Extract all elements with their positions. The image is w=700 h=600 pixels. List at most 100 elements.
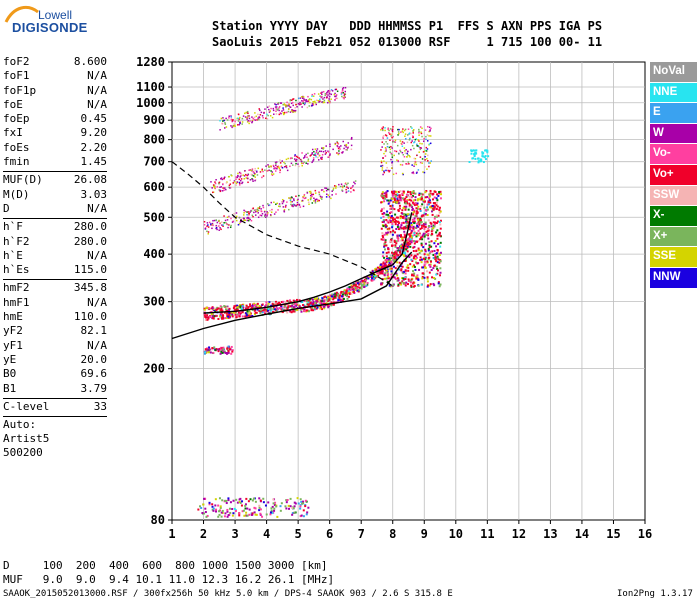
- param-name: h`E: [3, 248, 23, 262]
- param-value: N/A: [87, 338, 107, 352]
- param-value: 8.600: [73, 55, 107, 68]
- param-value: 33: [93, 399, 107, 413]
- param-value: N/A: [87, 295, 107, 309]
- param-row: hmF2 345.8: [3, 281, 107, 295]
- x-tick-label: 4: [263, 527, 270, 541]
- param-value: 69.6: [80, 367, 108, 381]
- param-row: fxI 9.20: [3, 126, 107, 140]
- param-row: foEs 2.20: [3, 141, 107, 155]
- x-tick-label: 10: [449, 527, 463, 541]
- param-value: 115.0: [73, 263, 107, 277]
- y-tick-label: 500: [143, 210, 165, 224]
- param-row: hmF1 N/A: [3, 296, 107, 310]
- param-value: N/A: [87, 83, 107, 97]
- x-tick-label: 8: [389, 527, 396, 541]
- y-tick-label: 600: [143, 180, 165, 194]
- trace-curve: [203, 212, 413, 314]
- param-row: C-level 33: [3, 400, 107, 414]
- param-name: yF2: [3, 324, 23, 338]
- param-row: foEp 0.45: [3, 112, 107, 126]
- param-value: N/A: [87, 201, 107, 215]
- legend-item: NNE: [650, 82, 697, 103]
- footer-file-line: SAAOK_2015052013000.RSF / 300fx256h 50 k…: [3, 589, 453, 599]
- param-separator: [3, 218, 107, 220]
- legend-item: W: [650, 123, 697, 144]
- x-tick-label: 14: [575, 527, 589, 541]
- legend-item: SSW: [650, 185, 697, 206]
- legend-item: Vo-: [650, 144, 697, 164]
- x-tick-label: 16: [638, 527, 652, 541]
- echo-dots: [197, 86, 490, 518]
- param-name: h`Es: [3, 263, 30, 277]
- y-tick-label: 400: [143, 247, 165, 261]
- y-tick-label: 1280: [136, 55, 165, 69]
- param-row: B1 3.79: [3, 382, 107, 396]
- param-value: 9.20: [80, 126, 108, 140]
- auto-line: 500200: [3, 446, 43, 460]
- param-name: h`F2: [3, 234, 30, 248]
- param-row: hmE 110.0: [3, 310, 107, 324]
- auto-line: Auto:: [3, 418, 37, 432]
- param-row: foF1p N/A: [3, 84, 107, 98]
- y-tick-label: 80: [151, 513, 165, 527]
- param-value: 82.1: [80, 324, 108, 338]
- x-tick-label: 15: [606, 527, 620, 541]
- legend-item: X-: [650, 206, 697, 226]
- param-name: M(D): [3, 187, 30, 201]
- muf-dashed-curve: [171, 161, 394, 287]
- param-separator: [3, 416, 107, 418]
- y-tick-label: 900: [143, 113, 165, 127]
- y-tick-label: 700: [143, 155, 165, 169]
- param-row: h`F 280.0: [3, 220, 107, 234]
- y-tick-label: 300: [143, 295, 165, 309]
- param-value: 26.08: [73, 173, 107, 187]
- param-value: N/A: [87, 97, 107, 111]
- param-row: h`Es 115.0: [3, 263, 107, 277]
- legend-item: E: [650, 103, 697, 123]
- param-name: foF1: [3, 69, 30, 83]
- polarization-legend: NoVal NNE E W Vo- Vo+ SSW X- X+ SSE NNW: [650, 62, 697, 289]
- param-name: B0: [3, 367, 17, 381]
- logo-lowell: Lowell: [38, 8, 73, 22]
- param-name: foE: [3, 97, 23, 111]
- param-name: yE: [3, 352, 17, 366]
- legend-item: SSE: [650, 247, 697, 267]
- param-name: D: [3, 201, 10, 215]
- profile-curve: [171, 251, 413, 340]
- y-tick-label: 800: [143, 133, 165, 147]
- param-row: MUF(D) 26.08: [3, 173, 107, 187]
- param-name: B1: [3, 381, 17, 395]
- x-tick-label: 3: [231, 527, 238, 541]
- param-value: 1.45: [80, 155, 108, 169]
- param-value: N/A: [87, 69, 107, 83]
- footer-muf-row: MUF 9.0 9.0 9.4 10.1 11.0 12.3 16.2 26.1…: [3, 573, 335, 586]
- param-row: foF1 N/A: [3, 69, 107, 83]
- param-row: yE 20.0: [3, 353, 107, 367]
- param-name: h`F: [3, 220, 23, 234]
- y-tick-label: 1100: [136, 80, 165, 94]
- param-value: 345.8: [73, 281, 107, 295]
- param-value: 280.0: [73, 234, 107, 248]
- header-row-1: Station YYYY DAY DDD HHMMSS P1 FFS S AXN…: [212, 19, 603, 33]
- param-name: yF1: [3, 338, 23, 352]
- param-value: 3.79: [80, 381, 108, 395]
- param-name: fxI: [3, 126, 23, 140]
- param-value: 20.0: [80, 352, 108, 366]
- param-name: C-level: [3, 399, 50, 413]
- param-name: foF1p: [3, 83, 37, 97]
- param-row: fmin 1.45: [3, 155, 107, 169]
- param-name: foEs: [3, 140, 30, 154]
- param-value: 2.20: [80, 140, 108, 154]
- param-value: 280.0: [73, 220, 107, 234]
- param-separator: [3, 171, 107, 173]
- logo-swoosh-icon: [4, 5, 39, 23]
- legend-item: X+: [650, 226, 697, 247]
- x-tick-label: 13: [543, 527, 557, 541]
- param-name: MUF(D): [3, 173, 43, 187]
- x-tick-label: 9: [421, 527, 428, 541]
- param-name: hmE: [3, 310, 23, 324]
- logo-digisonde: DIGISONDE: [12, 20, 88, 35]
- x-tick-label: 7: [358, 527, 365, 541]
- param-row: B0 69.6: [3, 367, 107, 381]
